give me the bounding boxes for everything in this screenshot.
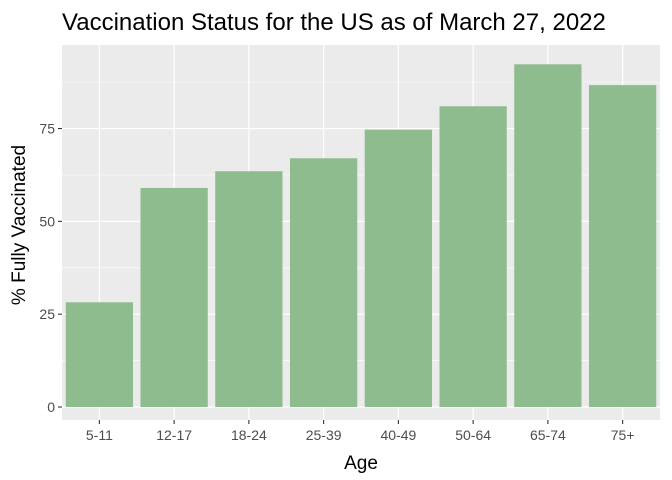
- chart-title: Vaccination Status for the US as of Marc…: [62, 9, 606, 36]
- bar-40-49: [364, 129, 433, 408]
- x-tick-label: 5-11: [86, 427, 113, 443]
- bar-12-17: [140, 187, 208, 408]
- x-tick-label: 50-64: [455, 427, 491, 443]
- y-axis-title: % Fully Vaccinated: [9, 145, 30, 305]
- bar-65-74: [514, 64, 582, 408]
- x-tick-label: 75+: [611, 427, 635, 443]
- x-axis-title: Age: [344, 453, 378, 474]
- y-axis: 0 25 50 75: [39, 121, 62, 415]
- x-tick-label: 40-49: [380, 427, 416, 443]
- bar-18-24: [215, 171, 283, 408]
- bar-75+: [588, 85, 657, 408]
- y-tick-label: 25: [39, 306, 55, 322]
- bar-25-39: [289, 158, 358, 408]
- y-tick-label: 75: [39, 121, 55, 137]
- x-axis: 5-11 12-17 18-24 25-39 40-49 50-64 65-74 75+: [86, 420, 635, 443]
- x-tick-label: 25-39: [306, 427, 342, 443]
- x-tick-label: 65-74: [530, 427, 566, 443]
- bar-50-64: [439, 106, 507, 408]
- x-tick-label: 18-24: [231, 427, 267, 443]
- bars: [65, 64, 657, 408]
- y-tick-label: 50: [39, 213, 55, 229]
- bar-5-11: [65, 302, 134, 408]
- x-tick-label: 12-17: [156, 427, 192, 443]
- y-tick-label: 0: [47, 399, 55, 415]
